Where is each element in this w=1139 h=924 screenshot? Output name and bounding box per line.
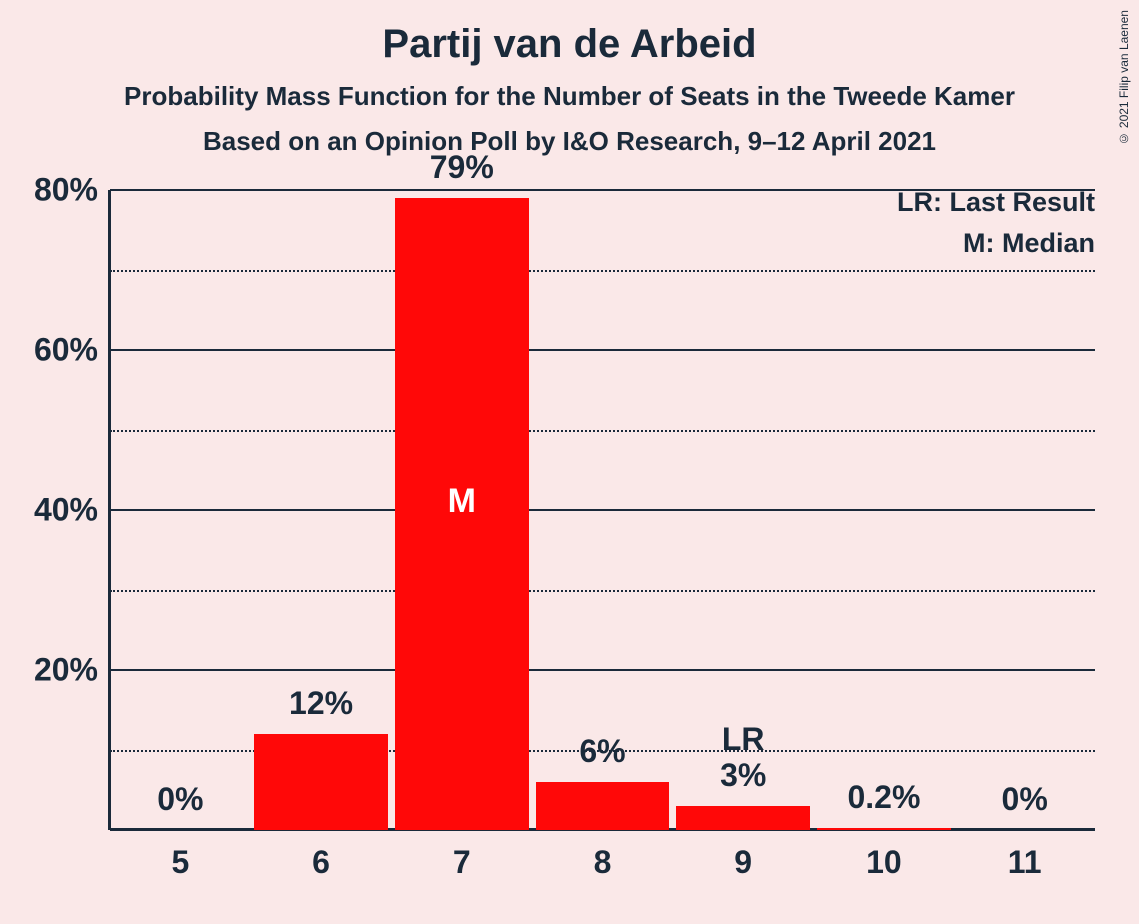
chart-subtitle-2: Based on an Opinion Poll by I&O Research… (0, 112, 1139, 157)
bar-value-label: 79% (430, 149, 494, 192)
bar (536, 782, 670, 830)
gridline-minor (110, 430, 1095, 432)
bar-median-label: M (448, 482, 476, 521)
gridline-major (110, 349, 1095, 351)
bar-value-label: 0.2% (847, 779, 920, 822)
bar-last-result-label: LR (722, 721, 765, 758)
chart-container: LR: Last Result M: Median 20%40%60%80%56… (110, 190, 1095, 830)
bar: M (395, 198, 529, 830)
y-tick-label: 20% (34, 652, 110, 689)
x-tick-label: 11 (1008, 830, 1042, 881)
chart-title: Partij van de Arbeid (0, 0, 1139, 67)
bar (817, 828, 951, 830)
bar (254, 734, 388, 830)
x-tick-label: 5 (171, 830, 189, 881)
legend: LR: Last Result M: Median (897, 182, 1095, 263)
y-tick-label: 60% (34, 332, 110, 369)
bar-value-label: 0% (157, 781, 203, 824)
x-tick-label: 9 (734, 830, 752, 881)
gridline-major (110, 669, 1095, 671)
bar (676, 806, 810, 830)
legend-m: M: Median (897, 223, 1095, 264)
bar-value-label: 6% (579, 733, 625, 776)
bar-value-label: 12% (289, 685, 353, 728)
bar-value-label: 0% (1002, 781, 1048, 824)
x-tick-label: 6 (312, 830, 330, 881)
bar-value-label: 3% (720, 757, 766, 800)
x-tick-label: 10 (866, 830, 902, 881)
gridline-major (110, 189, 1095, 191)
y-tick-label: 40% (34, 492, 110, 529)
gridline-minor (110, 590, 1095, 592)
gridline-minor (110, 270, 1095, 272)
x-tick-label: 7 (453, 830, 471, 881)
x-tick-label: 8 (594, 830, 612, 881)
plot-area: LR: Last Result M: Median 20%40%60%80%56… (110, 190, 1095, 830)
chart-subtitle-1: Probability Mass Function for the Number… (0, 67, 1139, 112)
y-tick-label: 80% (34, 172, 110, 209)
gridline-major (110, 509, 1095, 511)
copyright-text: © 2021 Filip van Laenen (1117, 10, 1131, 145)
